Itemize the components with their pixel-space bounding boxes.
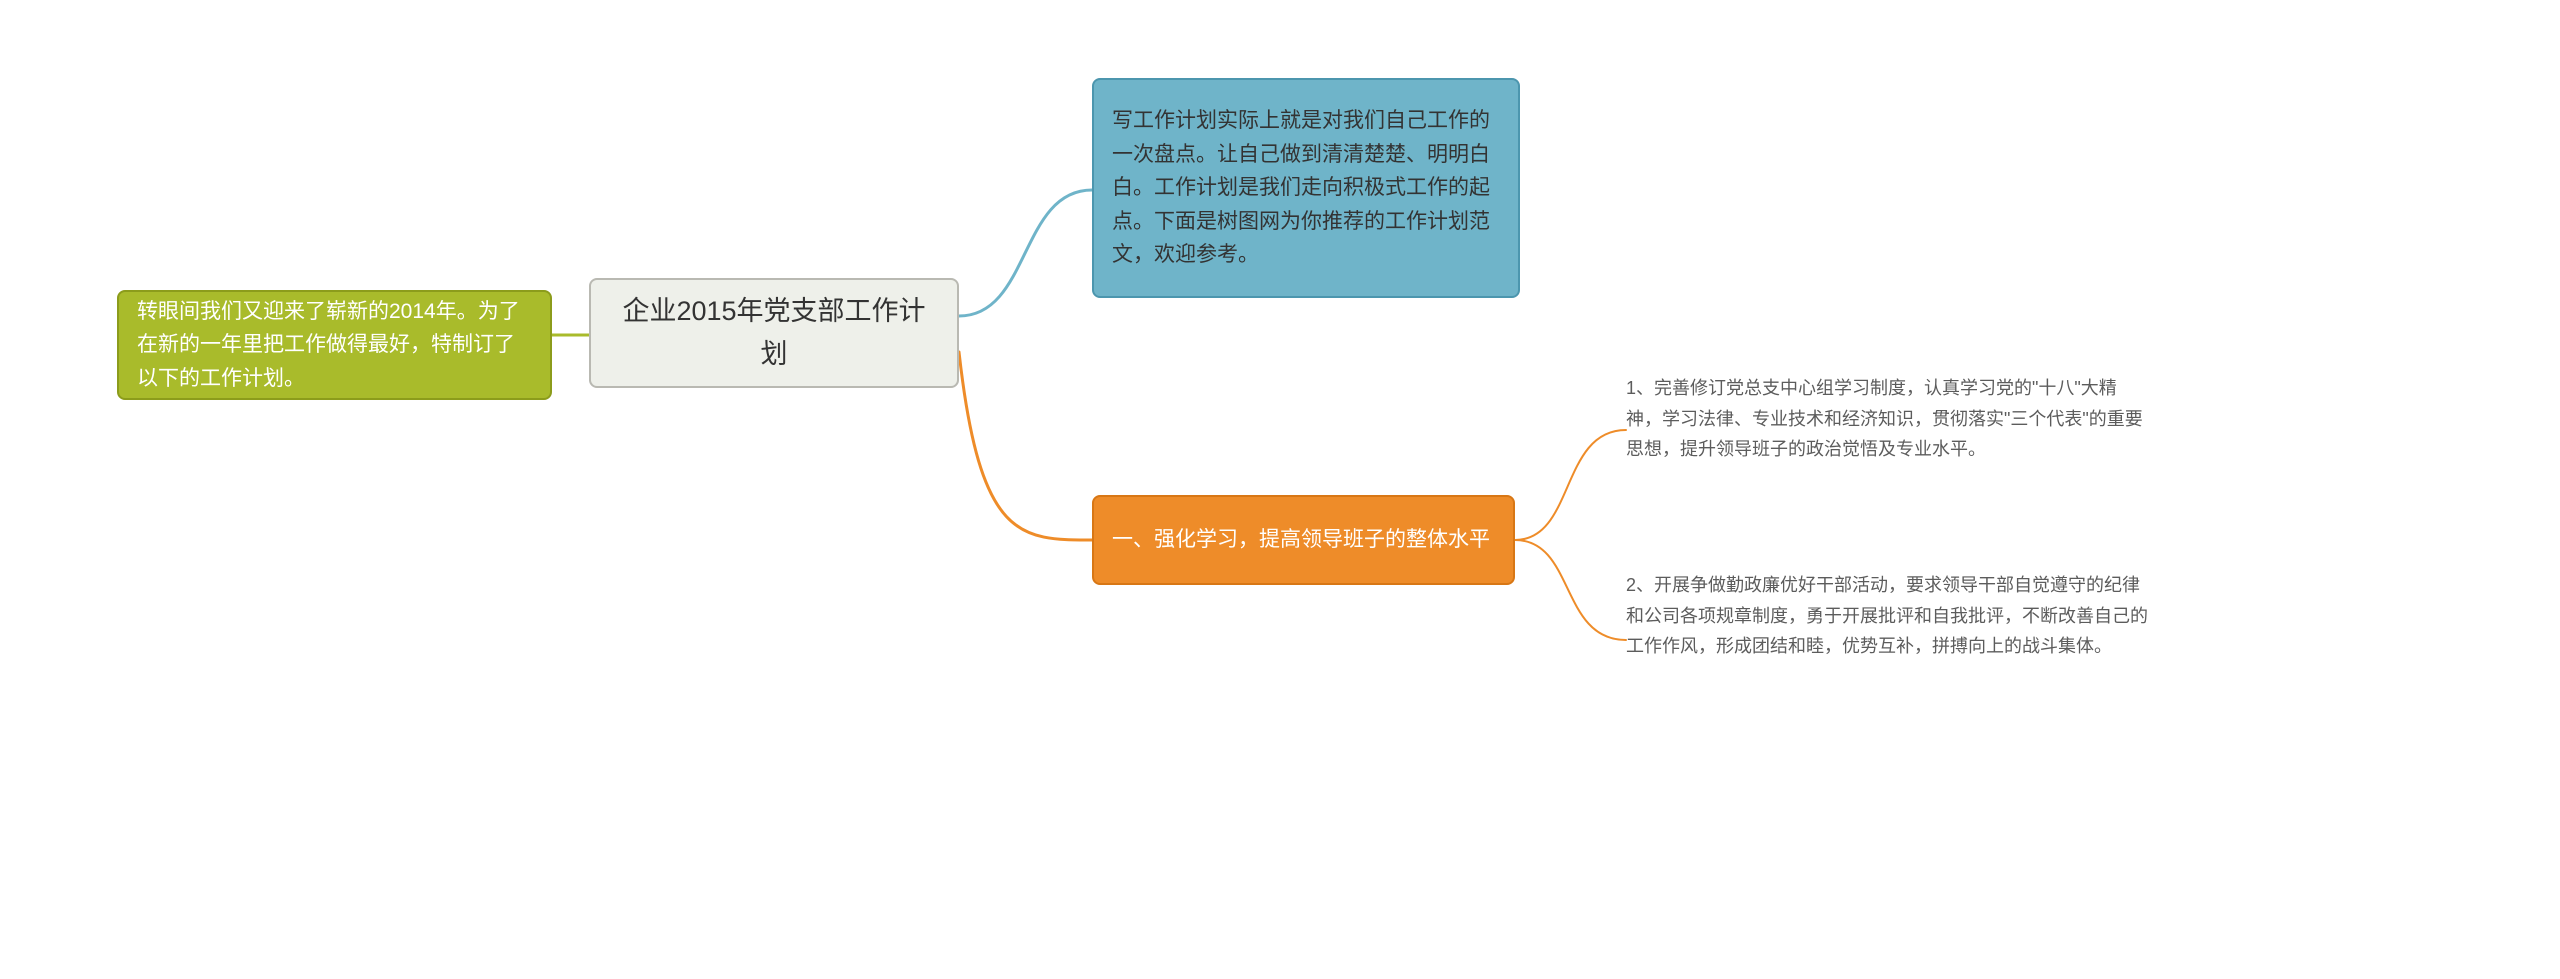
node-leaf2-text: 2、开展争做勤政廉优好干部活动，要求领导干部自觉遵守的纪律和公司各项规章制度，勇… (1626, 575, 2148, 656)
node-left1-text: 转眼间我们又迎来了崭新的2014年。为了在新的一年里把工作做得最好，特制订了以下… (137, 295, 532, 396)
node-leaf1-text: 1、完善修订党总支中心组学习制度，认真学习党的"十八"大精神，学习法律、专业技术… (1626, 378, 2143, 459)
node-right2[interactable]: 一、强化学习，提高领导班子的整体水平 (1092, 495, 1515, 585)
edge-right2-leaf1 (1515, 430, 1626, 540)
node-right2-text: 一、强化学习，提高领导班子的整体水平 (1112, 523, 1490, 557)
edge-root-right2 (959, 352, 1092, 540)
node-right1-text: 写工作计划实际上就是对我们自己工作的一次盘点。让自己做到清清楚楚、明明白白。工作… (1112, 104, 1500, 272)
node-left1[interactable]: 转眼间我们又迎来了崭新的2014年。为了在新的一年里把工作做得最好，特制订了以下… (117, 290, 552, 400)
node-root[interactable]: 企业2015年党支部工作计划 (589, 278, 959, 388)
node-right1[interactable]: 写工作计划实际上就是对我们自己工作的一次盘点。让自己做到清清楚楚、明明白白。工作… (1092, 78, 1520, 298)
edge-right2-leaf2 (1515, 540, 1626, 640)
edge-root-right1 (959, 190, 1092, 316)
node-leaf2[interactable]: 2、开展争做勤政廉优好干部活动，要求领导干部自觉遵守的纪律和公司各项规章制度，勇… (1626, 570, 2156, 662)
node-leaf1[interactable]: 1、完善修订党总支中心组学习制度，认真学习党的"十八"大精神，学习法律、专业技术… (1626, 373, 2151, 465)
node-root-text: 企业2015年党支部工作计划 (609, 290, 939, 376)
